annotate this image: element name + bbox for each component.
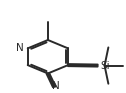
Text: N: N xyxy=(52,81,60,91)
Text: N: N xyxy=(16,43,23,53)
Text: Si: Si xyxy=(101,61,110,71)
